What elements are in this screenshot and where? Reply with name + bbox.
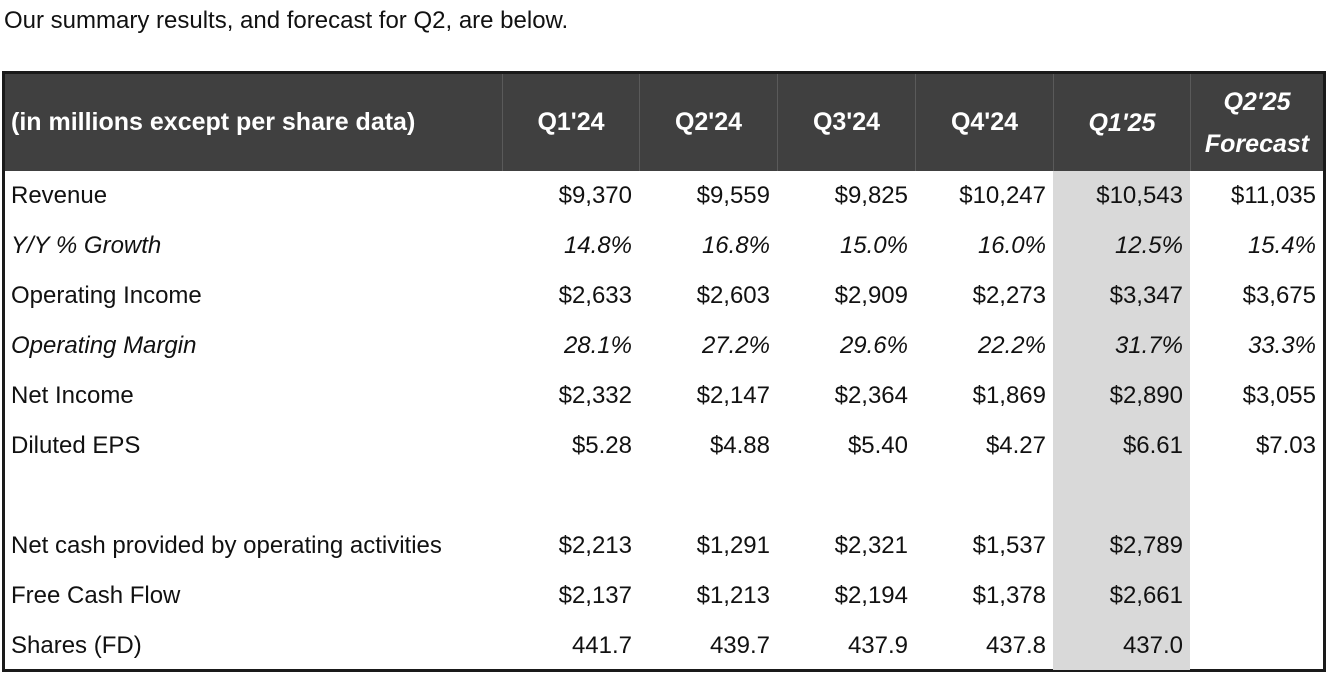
table-cell: $1,537 — [972, 532, 1046, 559]
table-cell: 437.9 — [847, 631, 908, 659]
table-cell: $9,559 — [696, 182, 770, 209]
header-q1-24: Q1'24 — [502, 74, 639, 171]
table-cell: $3,675 — [1242, 282, 1316, 309]
table-cell: $2,789 — [1053, 521, 1190, 571]
table-cell — [777, 471, 915, 521]
table-cell: $4.27 — [985, 432, 1046, 459]
table-cell: $2,603 — [696, 282, 770, 309]
row-label: Shares (FD) — [11, 631, 142, 659]
header-q2-24: Q2'24 — [639, 74, 777, 171]
table-cell: 33.3% — [1247, 332, 1316, 359]
row-label: Free Cash Flow — [11, 582, 181, 609]
financial-summary-table: (in millions except per share data) Q1'2… — [2, 71, 1326, 672]
table-cell — [1053, 471, 1190, 521]
table-cell — [1190, 621, 1323, 670]
row-label: Diluted EPS — [11, 432, 141, 459]
table-cell — [1190, 571, 1323, 621]
table-cell: $9,370 — [558, 182, 632, 209]
table-cell: $2,332 — [558, 382, 632, 409]
table-cell — [1190, 521, 1323, 571]
table-cell: 437.8 — [985, 631, 1046, 659]
table-cell: $2,890 — [1053, 371, 1190, 421]
header-q2-25-forecast: Q2'25 Forecast — [1190, 74, 1323, 171]
row-label: Net Income — [11, 382, 134, 409]
table-cell: $2,194 — [834, 582, 908, 609]
table-cell: $2,213 — [558, 532, 632, 559]
row-label — [5, 471, 502, 521]
table-cell: 29.6% — [839, 332, 908, 359]
table-cell: $1,291 — [696, 532, 770, 559]
table-cell: $5.28 — [571, 432, 632, 459]
table-cell: $3,055 — [1242, 382, 1316, 409]
table-cell: $11,035 — [1231, 182, 1316, 209]
header-q1-25: Q1'25 — [1053, 74, 1190, 171]
table-cell: 437.0 — [1053, 621, 1190, 670]
header-q3-24: Q3'24 — [777, 74, 915, 171]
table-cell: $4.88 — [709, 432, 770, 459]
table-cell — [502, 471, 639, 521]
table-cell: $2,909 — [834, 282, 908, 309]
table-cell: 28.1% — [563, 332, 632, 359]
table-cell: $2,633 — [558, 282, 632, 309]
table-cell: $1,378 — [972, 582, 1046, 609]
header-q4-24: Q4'24 — [915, 74, 1053, 171]
table-cell: 16.0% — [977, 232, 1046, 259]
table-cell: 31.7% — [1053, 321, 1190, 371]
table-cell: 12.5% — [1053, 221, 1190, 271]
table-cell: 15.4% — [1247, 232, 1316, 259]
table-cell: 16.8% — [701, 232, 770, 259]
row-label: Operating Margin — [11, 332, 197, 359]
table-cell: 441.7 — [571, 631, 632, 659]
table-cell: $3,347 — [1053, 271, 1190, 321]
header-forecast-line1: Q2'25 — [1223, 87, 1291, 116]
row-label: Revenue — [11, 182, 108, 209]
table-cell: $6.61 — [1053, 421, 1190, 471]
table-cell: $9,825 — [834, 182, 908, 209]
table-cell: 15.0% — [839, 232, 908, 259]
row-label: Net cash provided by operating activitie… — [11, 532, 442, 559]
table-cell: $2,147 — [696, 382, 770, 409]
table-cell — [915, 471, 1053, 521]
table-cell: $2,273 — [972, 282, 1046, 309]
table-cell — [639, 471, 777, 521]
row-label: Y/Y % Growth — [11, 232, 162, 259]
table-cell: 27.2% — [701, 332, 770, 359]
table-cell: $2,137 — [558, 582, 632, 609]
row-label: Operating Income — [11, 282, 202, 309]
table-cell: $2,661 — [1053, 571, 1190, 621]
table-cell — [1190, 471, 1323, 521]
header-label: (in millions except per share data) — [5, 74, 502, 171]
table-cell: $7.03 — [1255, 432, 1316, 459]
table-cell: 22.2% — [977, 332, 1046, 359]
header-forecast-line2: Forecast — [1204, 129, 1310, 158]
table-cell: $2,321 — [834, 532, 908, 559]
table-cell: $5.40 — [847, 432, 908, 459]
table-cell: $2,364 — [834, 382, 908, 409]
table-cell: $1,213 — [696, 582, 770, 609]
table-cell: $10,543 — [1053, 171, 1190, 221]
intro-text: Our summary results, and forecast for Q2… — [4, 7, 569, 34]
table-cell: 439.7 — [709, 631, 770, 659]
table-cell: $1,869 — [972, 382, 1046, 409]
table-cell: 14.8% — [563, 232, 632, 259]
table-cell: $10,247 — [959, 182, 1046, 209]
